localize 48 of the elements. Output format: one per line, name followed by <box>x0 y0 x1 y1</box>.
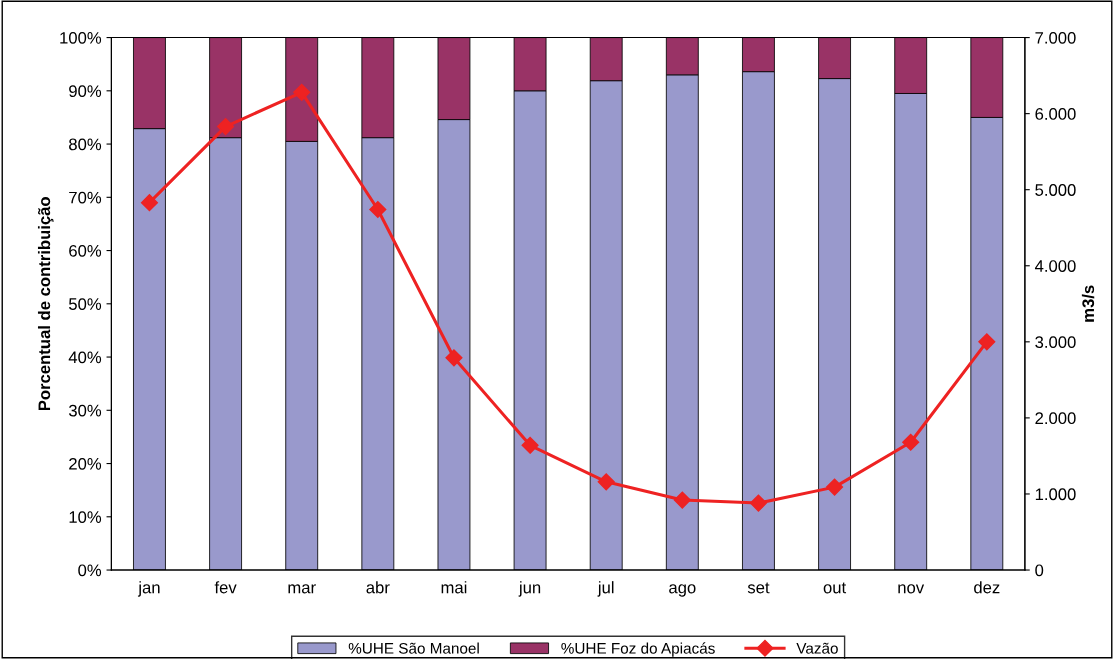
point <box>369 200 387 219</box>
y2-tick-label: 4.000 <box>1034 260 1076 272</box>
x-tick-label: set <box>747 582 770 594</box>
point <box>978 333 996 351</box>
x-tick-label: mai <box>441 581 467 594</box>
legend-label: Vazão <box>796 642 838 654</box>
y2-tick-label: 2.000 <box>1035 412 1076 425</box>
point <box>673 491 691 509</box>
y-tick-label: 100% <box>60 31 102 44</box>
y2-tick-label: 7.000 <box>1035 31 1076 44</box>
y-tick-label: 10% <box>69 511 102 523</box>
point <box>445 349 463 367</box>
y-tick-label: 0% <box>78 564 102 577</box>
point <box>749 494 768 512</box>
y-tick-label: 50% <box>68 298 102 310</box>
y-tick-label: 80% <box>69 138 102 151</box>
point <box>597 473 615 491</box>
point <box>140 194 159 212</box>
y2-tick-label: 1.000 <box>1035 488 1076 501</box>
y-tick-label: 60% <box>69 244 102 257</box>
y2-tick-label: 3.000 <box>1035 336 1076 349</box>
x-tick-label: fev <box>214 581 237 594</box>
y2-tick-label: 6.000 <box>1035 108 1076 120</box>
x-tick-label: dez <box>974 581 1000 594</box>
x-tick-label: abr <box>366 581 390 594</box>
y2-axis-title: m3/s <box>1081 285 1095 322</box>
point <box>521 436 539 454</box>
point <box>293 83 311 101</box>
x-tick-label: jul <box>597 581 614 597</box>
point <box>826 478 844 496</box>
x-tick-label: out <box>823 582 847 594</box>
y-tick-label: 30% <box>68 404 102 417</box>
x-tick-label: ago <box>669 584 696 597</box>
y-tick-label: 20% <box>69 457 102 470</box>
x-tick-label: jan <box>137 581 160 597</box>
y-tick-label: 40% <box>68 351 102 364</box>
point <box>217 118 235 136</box>
legend-label: %UHE São Manoel <box>348 642 479 654</box>
point <box>902 433 920 451</box>
y-axis-title: Porcentual de contribuição <box>37 197 54 411</box>
legend-label: %UHE Foz do Apiacás <box>561 642 715 657</box>
x-tick-label: nov <box>898 584 925 594</box>
y-tick-label: 90% <box>69 85 102 98</box>
x-tick-label: jun <box>518 581 541 597</box>
y2-tick-label: 0 <box>1035 564 1044 577</box>
y2-tick-label: 5.000 <box>1035 184 1076 196</box>
x-tick-label: mar <box>288 584 316 594</box>
y-tick-label: 70% <box>69 191 102 204</box>
